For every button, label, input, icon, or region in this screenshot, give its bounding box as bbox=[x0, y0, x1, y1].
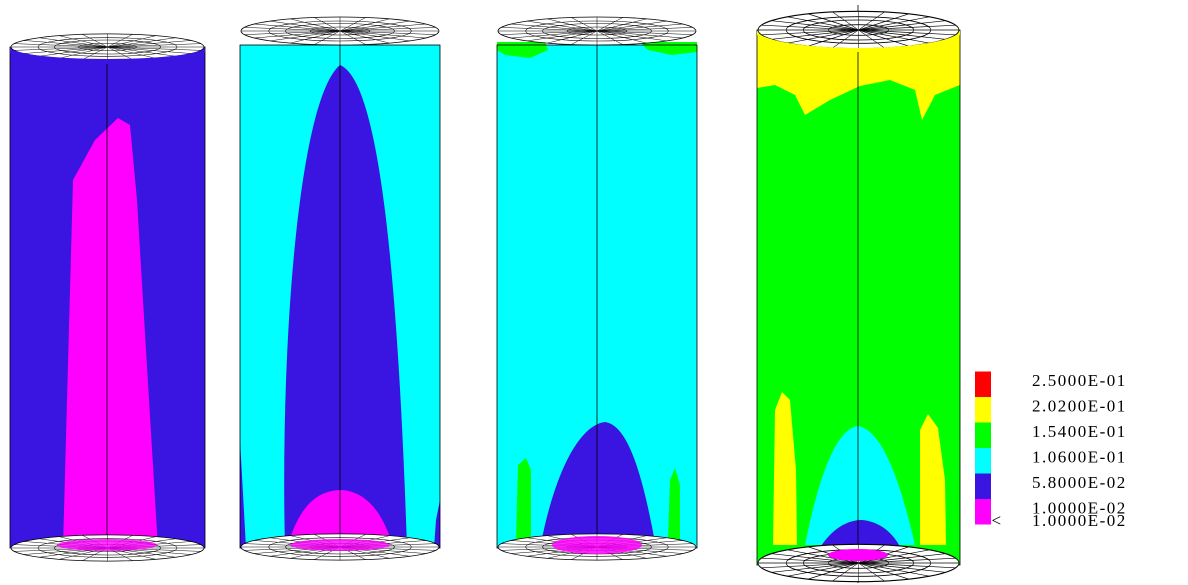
legend-label: 2.0200E-01 bbox=[1032, 396, 1127, 415]
cylinder bbox=[497, 17, 697, 560]
legend-swatch bbox=[975, 397, 991, 423]
legend-prefix: < bbox=[991, 511, 1002, 530]
legend: 2.5000E-01 2.0200E-01 1.5400E-01 1.0600E-01… bbox=[975, 371, 1127, 530]
legend-swatch bbox=[975, 499, 991, 525]
legend-label: 1.0000E-02 bbox=[1032, 511, 1127, 530]
legend-swatch bbox=[975, 474, 991, 500]
cylinder bbox=[757, 5, 960, 583]
legend-label: 5.8000E-02 bbox=[1032, 473, 1127, 492]
legend-swatch bbox=[975, 372, 991, 398]
legend-label: 1.5400E-01 bbox=[1032, 422, 1127, 441]
contour-figure: 2.5000E-01 2.0200E-01 1.5400E-01 1.0600E-01… bbox=[0, 0, 1188, 585]
legend-label: 2.5000E-01 bbox=[1032, 371, 1127, 390]
cylinder bbox=[240, 17, 440, 560]
legend-swatch bbox=[975, 448, 991, 474]
legend-label: 1.0600E-01 bbox=[1032, 447, 1127, 466]
legend-swatch bbox=[975, 423, 991, 449]
cylinder bbox=[10, 34, 205, 561]
